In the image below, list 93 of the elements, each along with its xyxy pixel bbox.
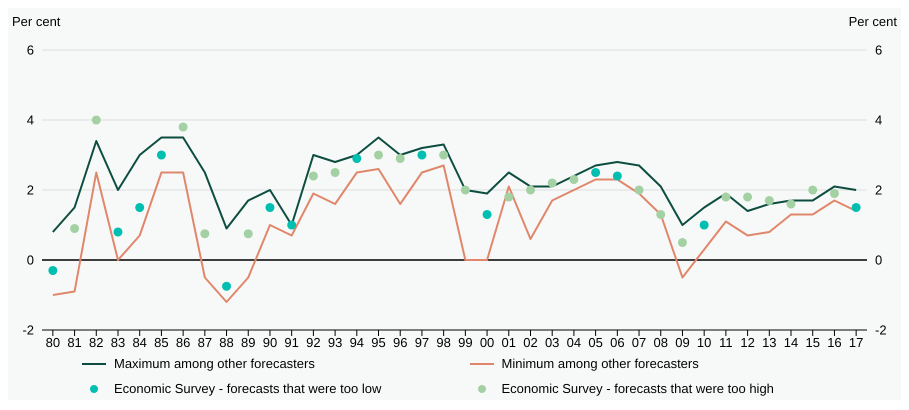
- point: [656, 210, 666, 220]
- x-tick-label: 98: [436, 335, 451, 350]
- point: [743, 192, 752, 202]
- point: [135, 202, 144, 212]
- y-tick-label: -2: [22, 322, 34, 338]
- point: [482, 210, 492, 220]
- x-tick-label: 87: [198, 335, 212, 350]
- x-tick-label: 90: [262, 335, 278, 350]
- point: [156, 150, 166, 160]
- y2-tick-label: 4: [875, 112, 882, 128]
- x-tick-label: 09: [675, 335, 690, 350]
- point: [48, 266, 58, 276]
- legend-label: Economic Survey - forecasts that were too low: [114, 381, 382, 396]
- x-tick-label: 03: [544, 335, 560, 350]
- point: [634, 185, 644, 195]
- point: [417, 150, 426, 160]
- point: [591, 168, 600, 178]
- x-tick-label: 05: [588, 335, 603, 350]
- point: [721, 192, 730, 202]
- line-series: [52, 136, 858, 233]
- x-tick-label: 93: [328, 335, 342, 350]
- x-tick-label: 99: [458, 335, 473, 350]
- point: [200, 229, 210, 238]
- point: [308, 171, 318, 181]
- y2-axis-title: Per cent: [848, 14, 897, 29]
- x-tick-label: 16: [827, 335, 842, 350]
- point: [113, 227, 122, 237]
- x-tick-label: 92: [306, 335, 321, 350]
- x-tick-label: 13: [762, 335, 777, 350]
- y-tick-label: 2: [26, 182, 34, 198]
- point: [830, 188, 839, 198]
- point: [504, 192, 514, 202]
- x-tick-label: 15: [805, 335, 820, 350]
- x-tick-label: 08: [654, 335, 668, 350]
- x-tick-label: 91: [284, 335, 299, 350]
- point: [786, 199, 796, 209]
- x-tick-label: 06: [610, 335, 625, 350]
- point: [265, 202, 274, 212]
- x-tick-label: 01: [502, 335, 516, 350]
- y2-tick-label: 6: [875, 42, 882, 58]
- x-tick-label: 12: [740, 335, 755, 350]
- x-tick-label: 14: [784, 335, 798, 350]
- x-tick-label: 10: [696, 335, 712, 350]
- point: [70, 224, 80, 234]
- x-tick-label: 04: [566, 335, 582, 350]
- x-tick-label: 86: [176, 335, 190, 350]
- legend-label: Minimum among other forecasters: [502, 356, 699, 371]
- point: [374, 150, 384, 160]
- point: [678, 238, 687, 248]
- x-tick-label: 07: [632, 335, 646, 350]
- point: [439, 150, 448, 160]
- point: [852, 202, 861, 212]
- point: [244, 229, 253, 238]
- y2-tick-label: 2: [875, 182, 882, 198]
- x-tick-label: 83: [110, 335, 126, 350]
- point: [460, 185, 470, 195]
- x-tick-label: 88: [219, 335, 234, 350]
- y-tick-label: 6: [26, 42, 34, 58]
- y2-tick-label: 0: [875, 252, 882, 268]
- point: [808, 185, 818, 195]
- point: [764, 196, 774, 206]
- point: [396, 154, 405, 164]
- point: [700, 220, 709, 230]
- x-tick-label: 17: [848, 335, 864, 350]
- x-tick-label: 96: [392, 335, 408, 350]
- point: [352, 154, 362, 164]
- legend-label: Economic Survey - forecasts that were too high: [502, 381, 774, 396]
- point: [92, 115, 101, 125]
- legend-label: Maximum among other forecasters: [114, 356, 315, 371]
- x-tick-label: 85: [154, 335, 169, 350]
- point: [330, 168, 340, 178]
- x-tick-label: 82: [89, 335, 104, 350]
- y-tick-label: 0: [26, 252, 34, 268]
- x-tick-label: 81: [67, 335, 82, 350]
- x-tick-label: 95: [371, 335, 386, 350]
- x-tick-label: 89: [241, 335, 256, 350]
- y-tick-label: 4: [26, 112, 34, 128]
- x-tick-label: 84: [132, 335, 147, 350]
- y2-tick-label: -2: [875, 322, 887, 338]
- point: [526, 185, 535, 195]
- x-tick-label: 80: [46, 335, 60, 350]
- point: [548, 178, 557, 188]
- x-tick-label: 97: [414, 335, 430, 350]
- x-tick-label: 94: [350, 335, 364, 350]
- point: [222, 282, 232, 291]
- point: [287, 220, 296, 230]
- point: [612, 171, 622, 181]
- x-tick-label: 02: [523, 335, 538, 350]
- point: [178, 122, 188, 132]
- x-tick-label: 00: [480, 335, 494, 350]
- y-axis-title: Per cent: [12, 14, 60, 29]
- point: [569, 174, 578, 184]
- x-tick-label: 11: [719, 335, 733, 350]
